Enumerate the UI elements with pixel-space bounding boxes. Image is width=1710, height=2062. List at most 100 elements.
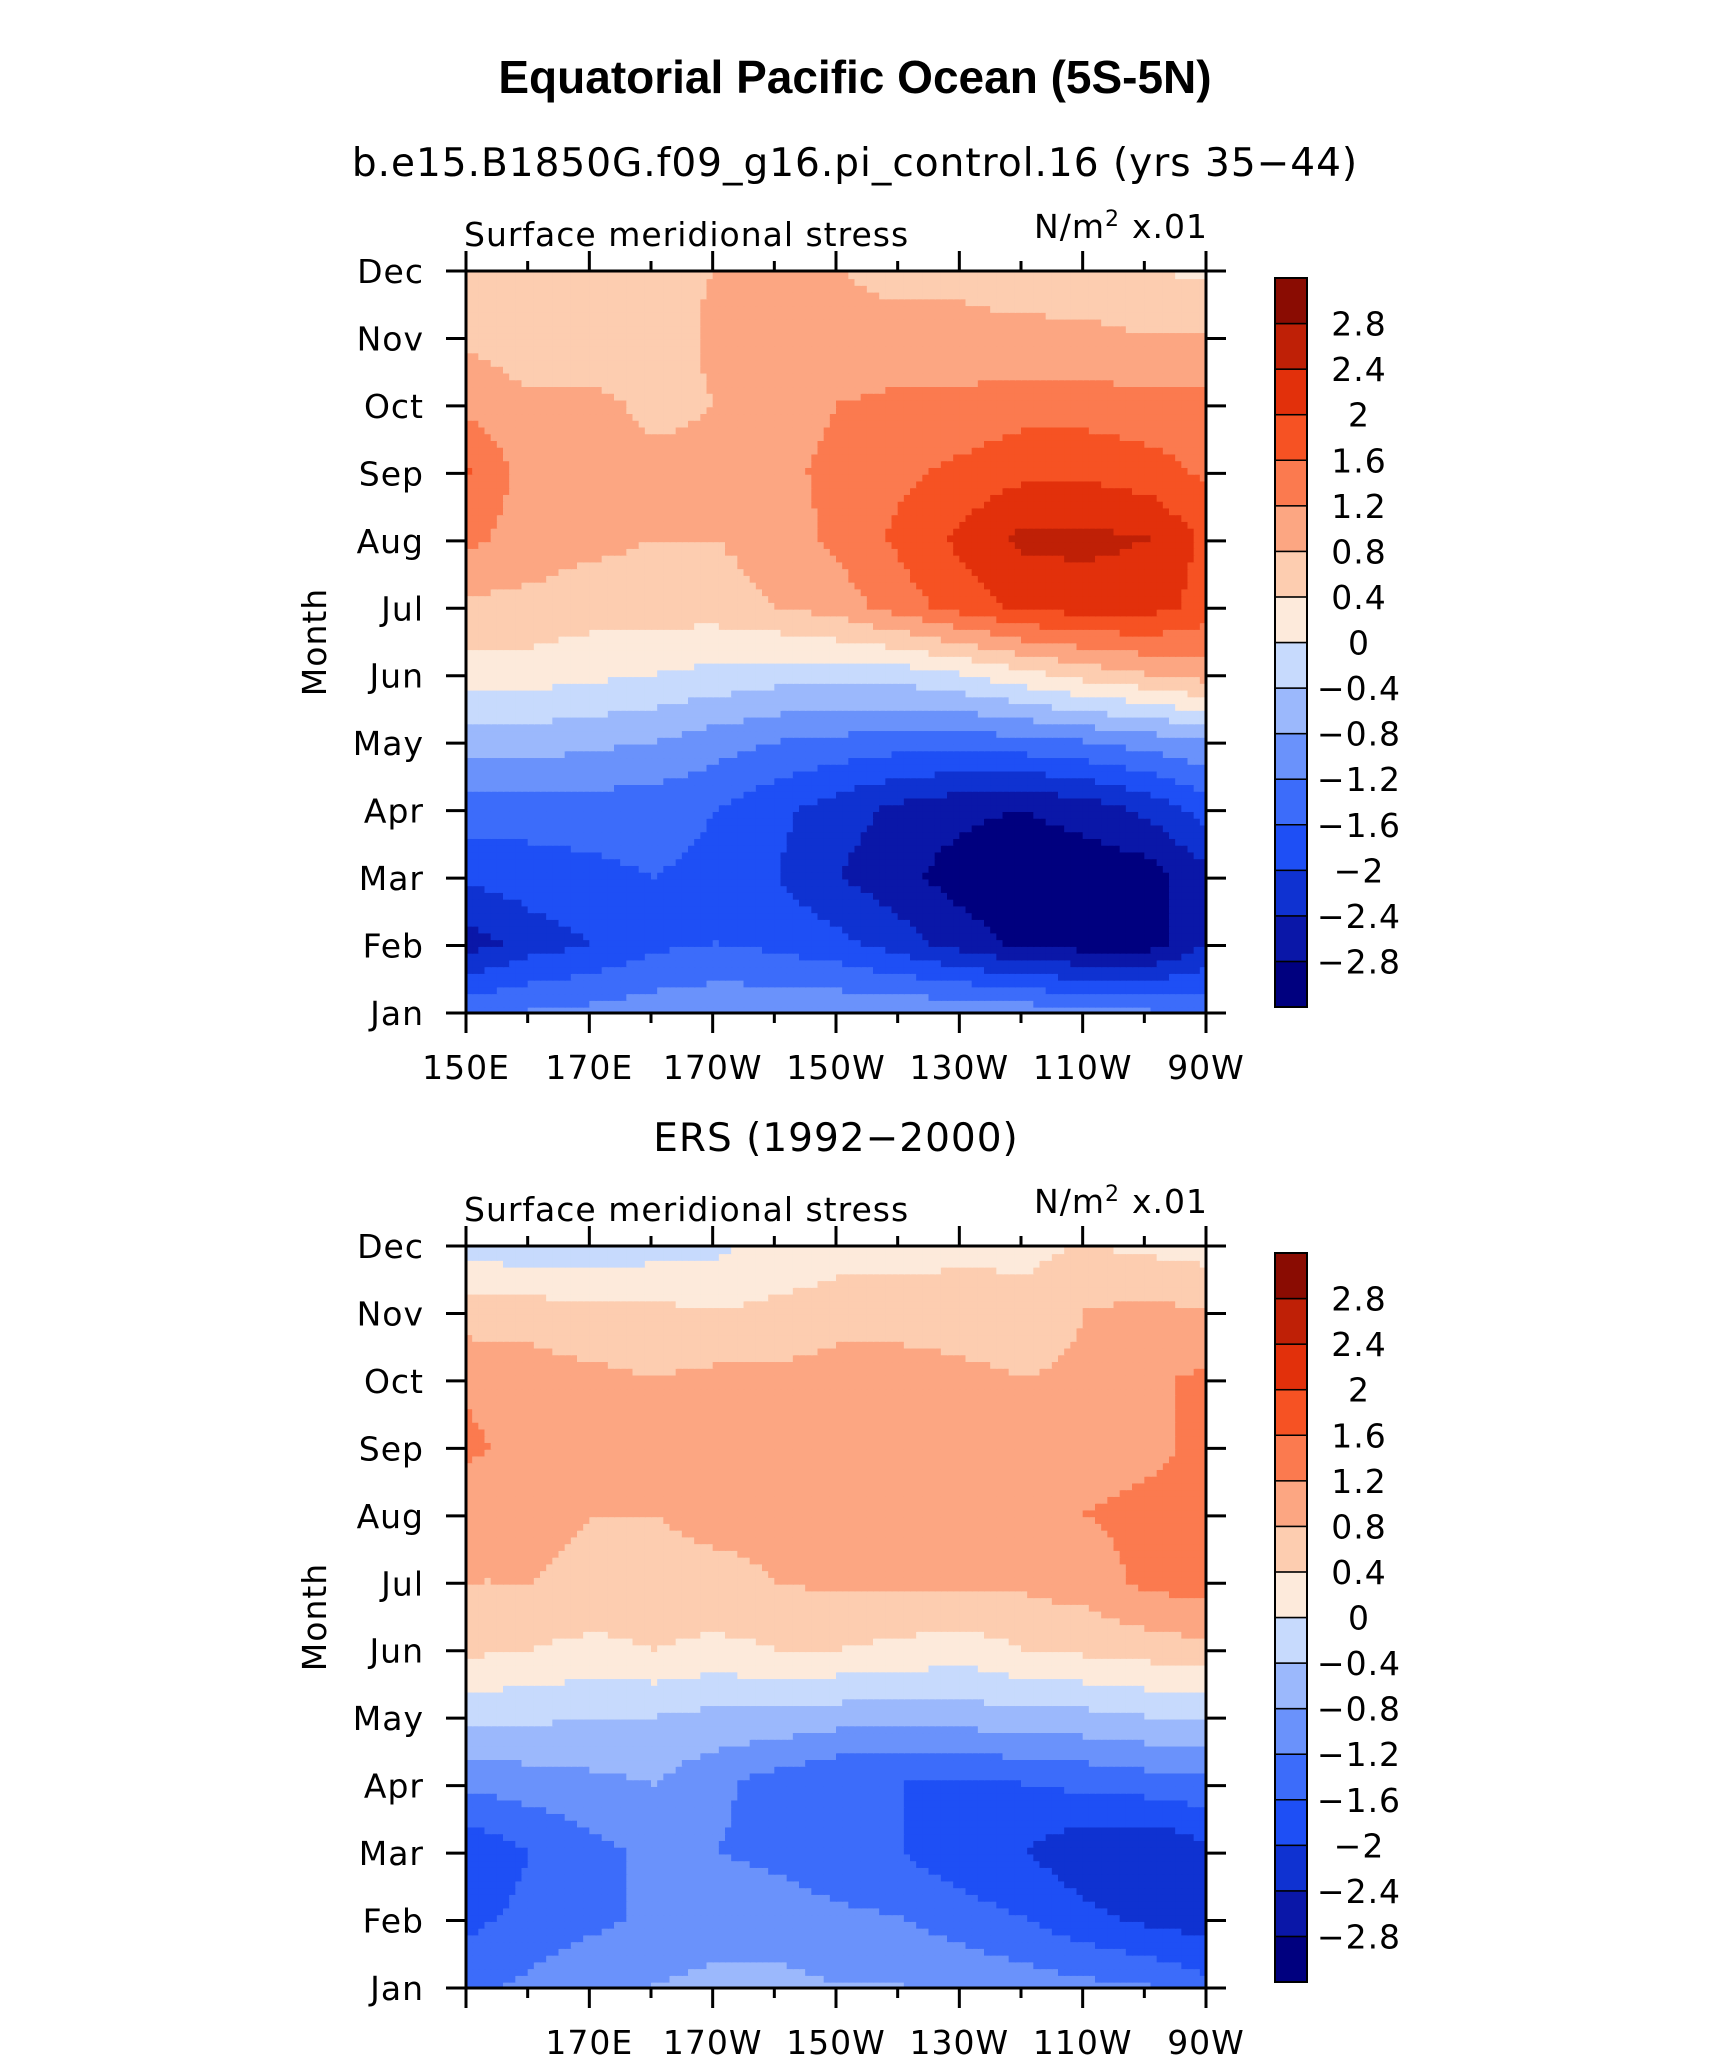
field-cell	[996, 952, 1004, 961]
field-cell	[854, 986, 862, 995]
field-cell	[663, 729, 671, 738]
field-cell	[607, 952, 616, 961]
field-cell	[466, 1006, 474, 1013]
field-cell	[1101, 965, 1109, 974]
field-cell	[922, 851, 930, 860]
field-cell	[811, 932, 819, 941]
field-cell	[1156, 986, 1165, 995]
field-cell	[595, 803, 603, 812]
field-cell	[1125, 837, 1134, 846]
field-cell	[1144, 743, 1152, 752]
field-cell	[1101, 797, 1109, 806]
field-cell	[965, 965, 973, 974]
field-cell	[712, 837, 721, 846]
field-cell	[1132, 810, 1140, 819]
field-cell	[1181, 884, 1189, 893]
field-cell	[873, 891, 881, 900]
field-cell	[694, 817, 702, 826]
field-cell	[897, 790, 906, 799]
field-cell	[558, 898, 566, 907]
field-cell	[1169, 999, 1177, 1008]
field-cell	[1119, 817, 1128, 826]
field-cell	[805, 810, 813, 819]
field-cell	[614, 945, 622, 954]
field-cell	[780, 817, 788, 826]
field-cell	[1014, 797, 1023, 806]
field-cell	[990, 864, 998, 873]
field-cell	[866, 770, 875, 779]
field-cell	[595, 972, 603, 981]
field-cell	[1138, 756, 1146, 765]
field-cell	[811, 756, 819, 765]
field-cell	[490, 776, 499, 786]
field-cell	[1119, 999, 1128, 1008]
field-cell	[953, 871, 961, 880]
field-cell	[657, 911, 665, 920]
field-cell	[657, 952, 665, 961]
field-cell	[860, 932, 869, 941]
field-cell	[971, 1006, 980, 1013]
field-cell	[657, 851, 665, 860]
field-cell	[1138, 844, 1146, 853]
field-cell	[614, 803, 622, 812]
field-cell	[786, 965, 795, 974]
field-cell	[1101, 844, 1109, 853]
field-cell	[854, 932, 862, 941]
field-cell	[718, 770, 727, 779]
field-cell	[922, 898, 930, 907]
field-cell	[601, 749, 610, 759]
field-cell	[478, 824, 486, 833]
field-cell	[823, 736, 832, 745]
field-cell	[688, 763, 696, 772]
field-cell	[965, 871, 973, 880]
field-cell	[737, 945, 745, 954]
field-cell	[1027, 851, 1035, 860]
field-cell	[712, 864, 721, 873]
field-cell	[681, 763, 690, 772]
field-cell	[755, 884, 764, 893]
field-cell	[706, 763, 714, 772]
field-cell	[601, 817, 610, 826]
field-cell	[1058, 824, 1066, 833]
field-cell	[620, 972, 628, 981]
field-cell	[897, 770, 906, 779]
field-cell	[829, 776, 838, 786]
field-cell	[1076, 986, 1084, 995]
field-cell	[614, 864, 622, 873]
field-cell	[546, 945, 554, 954]
field-cell	[496, 797, 505, 806]
field-cell	[484, 830, 492, 839]
field-cell	[1138, 837, 1146, 846]
field-cell	[743, 756, 751, 765]
field-cell	[1175, 743, 1183, 752]
field-cell	[910, 837, 918, 846]
field-cell	[577, 824, 585, 833]
field-cell	[799, 810, 807, 819]
field-cell	[971, 891, 980, 900]
field-cell	[1082, 864, 1091, 873]
field-cell	[496, 756, 505, 765]
field-cell	[1051, 891, 1060, 900]
field-cell	[472, 1006, 480, 1013]
field-cell	[1119, 776, 1128, 786]
field-cell	[953, 986, 961, 995]
field-cell	[1144, 965, 1152, 974]
field-cell	[873, 999, 881, 1008]
field-cell	[533, 911, 542, 920]
field-cell	[614, 891, 622, 900]
field-cell	[848, 945, 856, 954]
field-cell	[725, 770, 733, 779]
field-cell	[977, 871, 986, 880]
field-cell	[1119, 992, 1128, 1001]
field-cell	[490, 918, 499, 927]
field-cell	[743, 918, 751, 927]
field-cell	[614, 824, 622, 833]
field-cell	[805, 891, 813, 900]
field-cell	[1156, 965, 1165, 974]
field-cell	[558, 857, 566, 866]
field-cell	[1169, 776, 1177, 786]
field-cell	[731, 965, 739, 974]
field-cell	[484, 790, 492, 799]
field-cell	[558, 797, 566, 806]
field-cell	[1051, 871, 1060, 880]
